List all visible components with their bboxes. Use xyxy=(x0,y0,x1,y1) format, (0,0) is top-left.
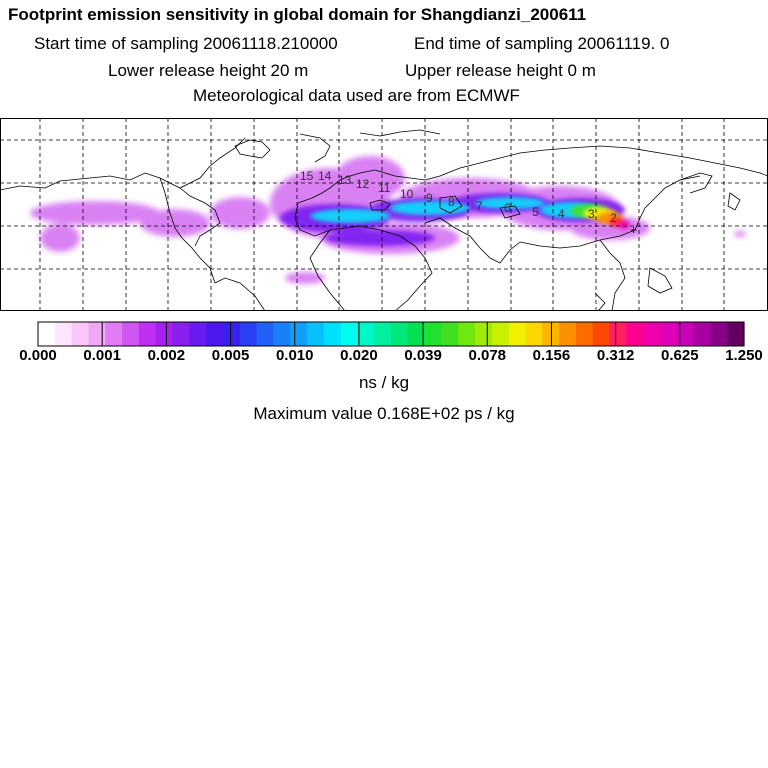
colorbar-cell xyxy=(643,322,661,346)
colorbar-cells xyxy=(38,322,745,346)
colorbar-cell xyxy=(306,322,325,346)
colorbar-cell xyxy=(508,322,527,346)
colorbar-tick-label: 0.625 xyxy=(661,347,699,364)
colorbar-cell xyxy=(239,322,258,346)
trajectory-label: 9 xyxy=(426,191,433,205)
colorbar-cell xyxy=(475,322,493,346)
colorbar-cell xyxy=(340,322,358,346)
colorbar-cell xyxy=(206,322,224,346)
trajectory-label: 13 xyxy=(338,173,352,187)
colorbar-cell xyxy=(273,322,291,346)
trajectory-label: 14 xyxy=(318,169,332,183)
footprint-map: 15 14 13 12 11 10 9 8 7 6 5 4 3 2 + xyxy=(0,118,768,311)
plot-title: Footprint emission sensitivity in global… xyxy=(8,5,587,24)
colorbar-cell xyxy=(323,322,342,346)
colorbar-tick-label: 0.078 xyxy=(468,347,506,364)
colorbar-cell xyxy=(693,322,711,346)
colorbar-cell xyxy=(559,322,577,346)
colorbar-cell xyxy=(676,322,695,346)
start-time-label: Start time of sampling 20061118.210000 xyxy=(34,34,338,53)
colorbar-cell xyxy=(122,322,140,346)
colorbar-cell xyxy=(491,322,510,346)
trajectory-label: 4 xyxy=(558,207,565,221)
trajectory-labels: 15 14 13 12 11 10 9 8 7 6 5 4 3 2 xyxy=(300,169,617,225)
lower-release-height: Lower release height 20 m xyxy=(108,61,309,80)
met-data-note: Meteorological data used are from ECMWF xyxy=(193,86,520,105)
trajectory-label: 15 xyxy=(300,169,314,183)
upper-release-height: Upper release height 0 m xyxy=(405,61,596,80)
colorbar-cell xyxy=(575,322,594,346)
colorbar-tick-label: 0.000 xyxy=(19,347,57,364)
maximum-value: Maximum value 0.168E+02 ps / kg xyxy=(253,404,515,423)
colorbar-cell xyxy=(357,322,375,346)
colorbar-cell xyxy=(592,322,611,346)
colorbar-cell xyxy=(525,322,543,346)
colorbar-cell xyxy=(458,322,476,346)
trajectory-label: 3 xyxy=(588,207,595,221)
colorbar-cell xyxy=(54,322,73,346)
colorbar-cell xyxy=(88,322,106,346)
graticule xyxy=(0,118,768,311)
colorbar-frame xyxy=(37,321,745,347)
colorbar-tick-label: 0.010 xyxy=(276,347,314,364)
colorbar-tick-label: 0.156 xyxy=(533,347,571,364)
colorbar-cell xyxy=(138,322,157,346)
end-time-label: End time of sampling 20061119. 0 xyxy=(414,34,670,53)
colorbar-tick-label: 0.039 xyxy=(404,347,442,364)
colorbar-tick-label: 0.020 xyxy=(340,347,378,364)
colorbar-unit: ns / kg xyxy=(358,373,410,392)
colorbar-cell xyxy=(71,322,90,346)
colorbar-tick-label: 1.250 xyxy=(725,347,763,364)
colorbar-tick-label: 0.002 xyxy=(148,347,186,364)
colorbar-cell xyxy=(222,322,241,346)
colorbar-cell xyxy=(727,322,745,346)
trajectory-label: 2 xyxy=(610,211,617,225)
colorbar-cell xyxy=(189,322,207,346)
trajectory-label: 6 xyxy=(504,201,511,215)
colorbar-cell xyxy=(256,322,274,346)
receptor-marker: + xyxy=(630,223,637,237)
trajectory-label: 7 xyxy=(476,199,483,213)
colorbar-cell xyxy=(441,322,459,346)
colorbar-cell xyxy=(155,322,174,346)
colorbar-cell xyxy=(105,322,123,346)
colorbar-ticks: 0.000 0.001 0.002 0.005 0.010 0.020 0.039 0.078… xyxy=(19,322,763,364)
colorbar-cell xyxy=(391,322,409,346)
trajectory-label: 8 xyxy=(448,195,455,209)
colorbar-cell xyxy=(424,322,443,346)
trajectory-label: 5 xyxy=(532,205,539,219)
trajectory-label: 11 xyxy=(378,181,391,195)
colorbar-cell xyxy=(374,322,392,346)
colorbar-cell xyxy=(38,322,56,346)
trajectory-label: 12 xyxy=(356,177,370,191)
colorbar: 0.000 0.001 0.002 0.005 0.010 0.020 0.039 0.078… xyxy=(19,321,763,364)
colorbar-tick-label: 0.312 xyxy=(597,347,635,364)
colorbar-cell xyxy=(710,322,728,346)
colorbar-cell xyxy=(407,322,426,346)
colorbar-cell xyxy=(626,322,644,346)
colorbar-cell xyxy=(659,322,678,346)
trajectory-label: 10 xyxy=(400,187,414,201)
colorbar-tick-label: 0.005 xyxy=(212,347,250,364)
colorbar-tick-label: 0.001 xyxy=(83,347,121,364)
colorbar-cell xyxy=(172,322,190,346)
colorbar-cell xyxy=(290,322,308,346)
colorbar-cell xyxy=(609,322,627,346)
